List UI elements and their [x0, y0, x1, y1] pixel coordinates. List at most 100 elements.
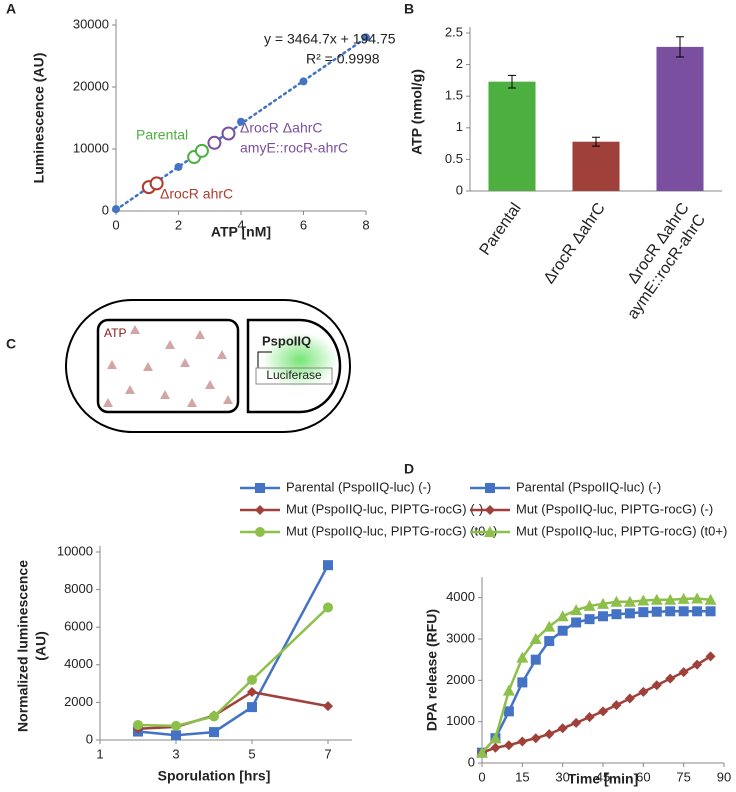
- x-tick-label: 0: [112, 217, 119, 232]
- marker: [638, 686, 649, 697]
- bar: [488, 81, 536, 191]
- marker: [247, 702, 257, 713]
- x-tick-label: 5: [248, 746, 255, 761]
- x-tick-label: 3: [172, 746, 179, 761]
- y-axis-title: Normalized luminescence: [15, 560, 31, 732]
- x-axis-title: ATP [nM]: [211, 224, 271, 240]
- x-tick-label: 75: [676, 769, 690, 784]
- marker: [637, 594, 650, 606]
- marker: [678, 667, 689, 678]
- marker: [570, 604, 583, 616]
- x-tick-label: 8: [362, 217, 369, 232]
- series-line: [137, 606, 329, 728]
- panel-label: D: [404, 461, 414, 477]
- marker: [584, 712, 595, 723]
- x-tick-label: ΔrocR ΔahrC: [541, 200, 609, 287]
- y-tick-label: 3000: [446, 630, 475, 645]
- marker: [299, 77, 308, 86]
- series-line: [481, 610, 711, 754]
- marker: [544, 729, 555, 740]
- legend-label: Mut (PspoIIQ-luc, PIPTG-rocG) (t0+): [516, 523, 727, 538]
- marker: [638, 607, 649, 618]
- error-bar: [508, 74, 516, 89]
- marker: [255, 483, 265, 493]
- y-tick-label: 0: [86, 731, 93, 746]
- reporter-label: Luciferase: [266, 368, 322, 382]
- x-tick-label: 7: [324, 746, 331, 761]
- marker: [677, 592, 690, 604]
- x-tick-label: 4: [237, 217, 244, 232]
- y-tick-label: 1: [456, 119, 463, 134]
- marker: [611, 700, 622, 711]
- x-tick-label: 90: [717, 769, 731, 784]
- marker: [209, 711, 219, 722]
- series-line: [137, 564, 330, 737]
- marker: [623, 595, 636, 607]
- marker: [692, 659, 703, 670]
- x-tick-label: 2: [175, 217, 182, 232]
- marker: [624, 693, 635, 704]
- annotation: R² = 0.9998: [306, 51, 380, 67]
- annotation: amyE::rocR-ahrC: [240, 140, 348, 156]
- marker: [571, 717, 582, 728]
- marker: [174, 162, 183, 171]
- y-tick-label: 20000: [73, 78, 109, 93]
- marker: [705, 651, 716, 662]
- marker: [490, 742, 501, 753]
- marker: [665, 606, 676, 617]
- marker: [194, 143, 209, 158]
- marker: [598, 611, 608, 622]
- y-axis-title: Luminescence (AU): [31, 53, 47, 184]
- bar: [656, 46, 704, 192]
- annotation: ΔrocR ahrC: [160, 186, 233, 202]
- legend-label: Mut (PspoIIQ-luc, PIPTG-rocG) (-): [286, 501, 483, 516]
- marker: [323, 560, 333, 571]
- x-tick-label: 45: [596, 769, 610, 784]
- marker: [704, 593, 717, 605]
- marker: [517, 736, 528, 747]
- marker: [247, 674, 257, 685]
- marker: [664, 593, 677, 605]
- legend-label: Mut (PspoIIQ-luc, PIPTG-rocG) (t0+): [286, 523, 497, 538]
- x-tick-label: 6: [300, 217, 307, 232]
- marker: [678, 606, 689, 617]
- marker: [489, 732, 502, 744]
- marker: [705, 606, 716, 617]
- marker: [598, 706, 608, 717]
- y-tick-label: 0: [456, 182, 463, 197]
- marker: [530, 733, 541, 744]
- marker: [171, 720, 181, 731]
- error-bar: [592, 136, 600, 147]
- y-tick-label: 8000: [64, 581, 93, 596]
- marker: [530, 654, 541, 665]
- marker: [323, 701, 333, 712]
- x-tick-label: 0: [478, 769, 485, 784]
- legend-label: Parental (PspoIIQ-luc) (-): [286, 479, 431, 494]
- marker: [502, 684, 515, 696]
- marker: [556, 610, 569, 622]
- y-tick-label: 0: [468, 754, 475, 769]
- x-axis-title: Sporulation [hrs]: [158, 768, 271, 784]
- y-tick-label: 2: [456, 56, 463, 71]
- marker: [516, 651, 529, 663]
- marker: [485, 505, 495, 515]
- y-tick-label: 2000: [64, 694, 93, 709]
- marker: [624, 608, 635, 619]
- x-tick-label: 30: [555, 769, 569, 784]
- luciferase-glow: [262, 332, 338, 388]
- marker: [529, 633, 542, 644]
- promoter-label: PspoIIQ: [262, 333, 311, 348]
- cell-diagram: ATP PspoIIQ Luciferase: [65, 299, 351, 433]
- marker: [692, 606, 703, 617]
- marker: [323, 602, 333, 613]
- y-tick-label: 10000: [73, 140, 109, 155]
- marker: [485, 483, 495, 493]
- legend-label: Parental (PspoIIQ-luc) (-): [516, 479, 661, 494]
- marker: [651, 680, 662, 691]
- marker: [571, 617, 582, 628]
- marker: [221, 126, 236, 141]
- bar: [572, 141, 620, 191]
- marker: [557, 723, 568, 734]
- y-tick-label: 6000: [64, 619, 93, 634]
- y-tick-label: 0.5: [445, 151, 463, 166]
